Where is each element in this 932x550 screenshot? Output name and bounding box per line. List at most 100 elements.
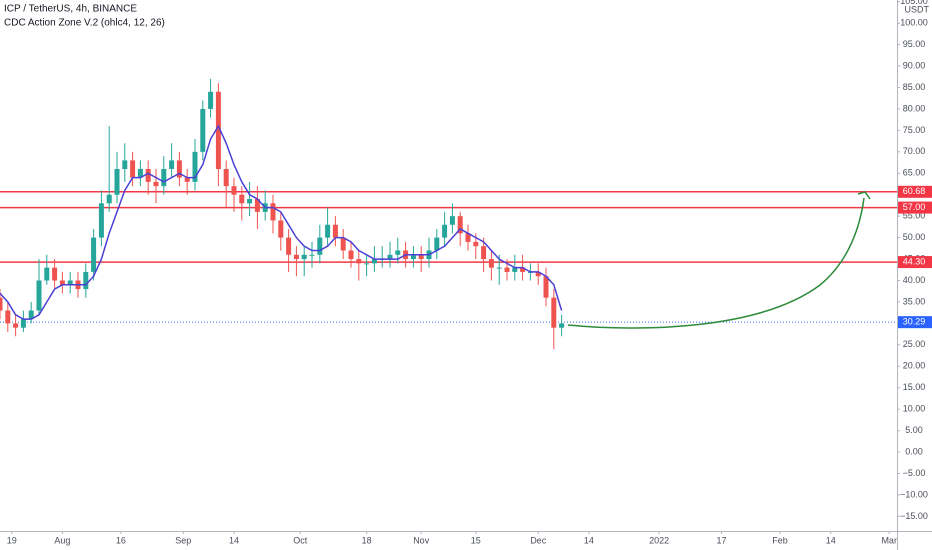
y-tick-label: 20.00	[903, 361, 926, 371]
candle-body	[332, 224, 338, 238]
candle-body	[247, 199, 253, 204]
chart-title: ICP / TetherUS, 4h, BINANCE	[4, 4, 137, 15]
level-label-bg	[898, 201, 932, 214]
candle-body	[543, 276, 549, 298]
candle-body	[114, 168, 120, 195]
candle-body	[254, 199, 260, 212]
y-tick-label: 5.00	[905, 425, 923, 435]
candle-body	[473, 241, 479, 247]
candle-body	[122, 160, 128, 169]
x-tick-label: 17	[716, 535, 726, 545]
level-label: 60.68	[903, 186, 926, 196]
x-tick-label: 2022	[649, 535, 669, 545]
candle-body	[395, 250, 401, 255]
candle-body	[449, 216, 455, 225]
x-tick-label: 16	[116, 535, 126, 545]
y-tick-label: −10.00	[900, 489, 928, 499]
candle-body	[44, 267, 50, 281]
level-label: 57.00	[903, 202, 926, 212]
y-tick-label: −15.00	[900, 511, 928, 521]
y-tick-label: 40.00	[903, 275, 926, 285]
x-tick-label: Aug	[54, 535, 70, 545]
candle-body	[512, 267, 518, 272]
arrow-head	[857, 191, 871, 200]
axes: 105.00 100.00 95.00 90.00 85.00 80.00 75.00 70.…	[7, 0, 932, 545]
candle-body	[28, 310, 34, 320]
x-tick-label: 14	[229, 535, 239, 545]
indicator-line	[0, 124, 563, 320]
x-tick-label: Oct	[293, 535, 308, 545]
unit-bg	[899, 5, 932, 15]
candle-body	[551, 297, 557, 328]
candle-body	[270, 203, 276, 221]
level-label-bg	[898, 256, 932, 269]
y-tick-label: 70.00	[903, 146, 926, 156]
y-tick-label: 25.00	[903, 339, 926, 349]
candle-body	[91, 237, 97, 272]
candle-body	[457, 216, 463, 234]
y-tick-label: 80.00	[903, 103, 926, 113]
candle-body	[356, 259, 362, 264]
candle-body	[5, 310, 11, 324]
y-tick-label: 35.00	[903, 296, 926, 306]
candle-body	[239, 194, 245, 204]
candle-body	[504, 267, 510, 272]
y-tick-label: 0.00	[905, 446, 923, 456]
candle-body	[83, 271, 89, 290]
candle-body	[223, 168, 229, 187]
candle-body	[59, 280, 65, 285]
candle-body	[434, 237, 440, 251]
candle-body	[20, 319, 26, 328]
unit-label: USDT	[905, 4, 930, 14]
candle-body	[137, 168, 143, 178]
candle-body	[535, 271, 541, 277]
candle-body	[145, 168, 151, 182]
candle-body	[387, 254, 393, 260]
candle-body	[169, 160, 175, 169]
y-tick-label: 105.00	[900, 0, 928, 6]
candle-body	[418, 254, 424, 260]
x-tick-label: Feb	[772, 535, 788, 545]
candle-body	[36, 280, 42, 311]
last-price-label: 30.29	[903, 317, 926, 327]
candle-body	[371, 259, 377, 264]
candle-body	[496, 267, 502, 269]
level-label: 44.30	[903, 256, 926, 266]
x-tick-label: 19	[7, 535, 17, 545]
candle-body	[317, 237, 323, 255]
x-tick-label: Dec	[530, 535, 547, 545]
candle-body	[106, 194, 112, 204]
candle-body	[192, 151, 198, 182]
candle-body	[130, 160, 136, 178]
y-tick-label: 100.00	[900, 18, 928, 28]
candle-body	[488, 259, 494, 268]
candle-body	[348, 250, 354, 260]
candle-body	[231, 186, 237, 195]
x-tick-label: Nov	[413, 535, 430, 545]
y-tick-label: 85.00	[903, 82, 926, 92]
y-tick-label: 95.00	[903, 39, 926, 49]
candle-body	[364, 263, 370, 265]
y-tick-label: 15.00	[903, 382, 926, 392]
x-tick-label: Mar	[881, 535, 897, 545]
candle-body	[153, 181, 159, 187]
candle-body	[176, 160, 182, 178]
candle-body	[52, 267, 58, 281]
y-tick-label: 50.00	[903, 232, 926, 242]
projection-arrow	[567, 197, 865, 329]
candle-body	[200, 108, 206, 152]
candle-body	[325, 224, 331, 238]
candle-body	[293, 254, 299, 260]
candle-body	[67, 280, 73, 285]
candle-body	[0, 297, 3, 311]
indicator-title: CDC Action Zone V.2 (ohlc4, 12, 26)	[4, 18, 165, 29]
x-tick-label: Sep	[175, 535, 191, 545]
y-tick-label: 75.00	[903, 125, 926, 135]
x-tick-label: 14	[584, 535, 594, 545]
candle-body	[286, 237, 292, 255]
candle-body	[340, 237, 346, 251]
candle-body	[13, 323, 19, 328]
x-tick-label: 15	[471, 535, 481, 545]
